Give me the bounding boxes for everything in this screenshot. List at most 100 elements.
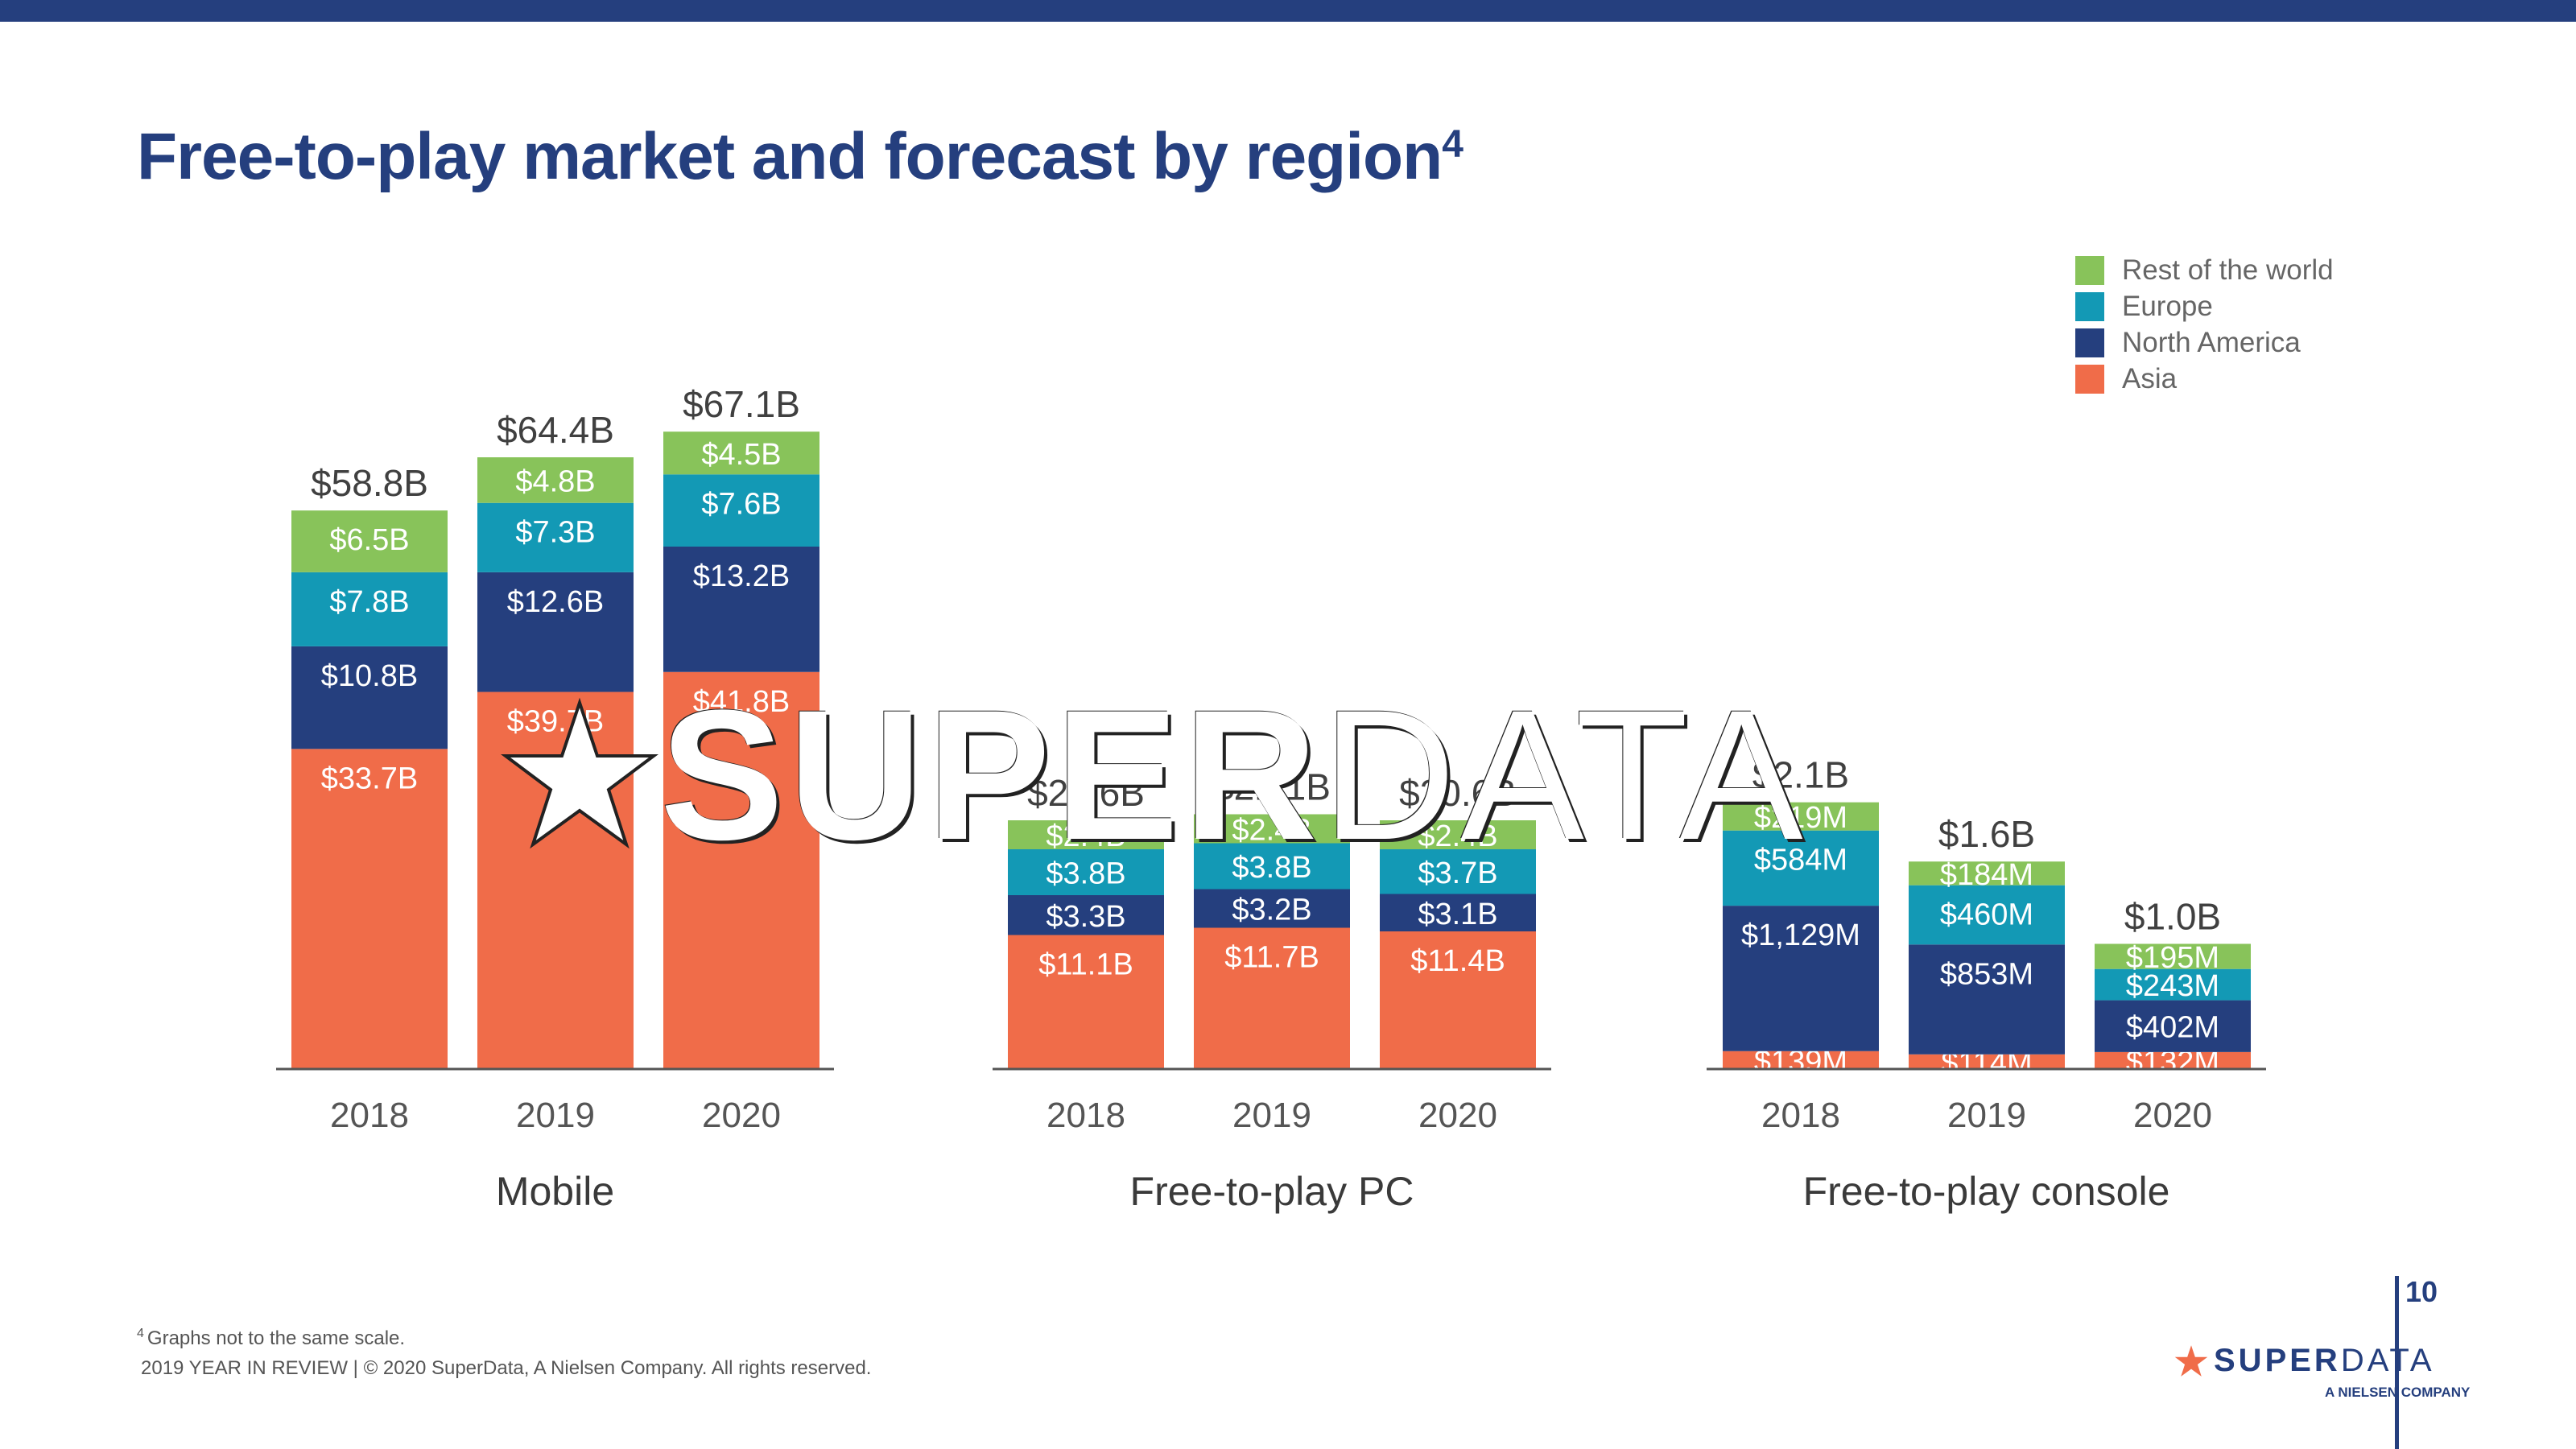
bar-segment-free-to-play-console-north-america-2019 (1909, 944, 2065, 1055)
bar-segment-free-to-play-console-asia-2019 (1909, 1054, 2065, 1069)
bar-segment-free-to-play-pc-rest-of-the-world-2018 (1008, 820, 1164, 849)
data-label: $3.8B (1046, 857, 1125, 891)
logo-subtitle: A NIELSEN COMPANY (2325, 1385, 2471, 1400)
bar-segment-mobile-north-america-2018 (291, 646, 448, 749)
bar-total-label: $2.1B (1752, 754, 1849, 796)
data-label: $184M (1940, 858, 2033, 892)
data-label: $11.4B (1410, 944, 1505, 978)
chart-title: Free-to-play PC (1130, 1169, 1414, 1214)
chart-title: Free-to-play console (1803, 1169, 2170, 1214)
data-label: $460M (1940, 898, 2033, 932)
legend: Rest of the world Europe North America A… (2075, 252, 2334, 397)
logo-text: SUPERDATA (2214, 1343, 2435, 1378)
data-label: $4.8B (515, 464, 595, 498)
bar-segment-free-to-play-pc-asia-2019 (1194, 927, 1350, 1069)
bar-segment-free-to-play-console-asia-2018 (1723, 1051, 1879, 1069)
star-icon (2174, 1344, 2208, 1377)
data-label: $402M (2126, 1011, 2219, 1045)
bar-segment-mobile-asia-2020 (663, 671, 819, 1069)
data-label: $4.5B (701, 438, 781, 472)
data-label: $3.8B (1232, 851, 1311, 885)
legend-label: North America (2122, 326, 2301, 358)
legend-label: Asia (2122, 362, 2178, 394)
top-accent-bar (0, 0, 2576, 22)
data-label: $2.4B (1418, 819, 1497, 853)
footnote: 4 Graphs not to the same scale. (137, 1327, 406, 1349)
bar-segment-free-to-play-console-europe-2020 (2095, 968, 2251, 1001)
legend-item-europe: Europe (2075, 288, 2334, 324)
bar-segment-free-to-play-pc-asia-2020 (1380, 931, 1536, 1069)
bar-total-label: $1.0B (2124, 895, 2221, 937)
x-tick-label: 2019 (516, 1096, 595, 1135)
data-label: $219M (1754, 801, 1847, 835)
bar-segment-free-to-play-pc-rest-of-the-world-2019 (1194, 814, 1350, 844)
bar-segment-free-to-play-pc-europe-2018 (1008, 849, 1164, 895)
data-label: $2.4B (1232, 814, 1311, 848)
bar-segment-free-to-play-pc-north-america-2019 (1194, 889, 1350, 928)
data-label: $584M (1754, 844, 1847, 877)
page-title: Free-to-play market and forecast by regi… (137, 119, 1463, 195)
data-label: $6.5B (329, 523, 409, 557)
x-tick-label: 2020 (2133, 1096, 2212, 1135)
x-tick-label: 2018 (330, 1096, 409, 1135)
copyright-line: 2019 YEAR IN REVIEW | © 2020 SuperData, … (141, 1357, 872, 1379)
data-label: $1,129M (1741, 919, 1860, 952)
page-title-text: Free-to-play market and forecast by regi… (137, 120, 1443, 193)
bar-total-label: $21.6B (1027, 772, 1145, 814)
x-tick-label: 2020 (702, 1096, 781, 1135)
bar-segment-free-to-play-console-asia-2020 (2095, 1051, 2251, 1069)
legend-label: Europe (2122, 290, 2213, 322)
bar-segment-free-to-play-console-rest-of-the-world-2019 (1909, 861, 2065, 886)
legend-item-asia: Asia (2075, 361, 2334, 397)
data-label: $7.3B (515, 516, 595, 550)
data-label: $3.7B (1418, 857, 1497, 890)
bar-segment-mobile-rest-of-the-world-2019 (477, 457, 634, 503)
bar-segment-free-to-play-pc-asia-2018 (1008, 935, 1164, 1069)
bar-segment-free-to-play-console-europe-2019 (1909, 885, 2065, 945)
x-tick-label: 2020 (1418, 1096, 1497, 1135)
bar-segment-free-to-play-pc-europe-2019 (1194, 843, 1350, 890)
legend-label: Rest of the world (2122, 254, 2334, 286)
data-label: $195M (2126, 941, 2219, 975)
data-label: $3.1B (1418, 898, 1497, 931)
data-label: $7.6B (701, 487, 781, 521)
page-number-divider (2395, 1276, 2399, 1449)
x-tick-label: 2018 (1046, 1096, 1125, 1135)
bar-segment-free-to-play-pc-north-america-2020 (1380, 894, 1536, 931)
data-label: $243M (2126, 969, 2219, 1003)
data-label: $7.8B (329, 585, 409, 619)
legend-swatch (2075, 328, 2104, 357)
page-number: 10 (2405, 1275, 2438, 1308)
data-label: $2.4B (1046, 819, 1125, 853)
data-label: $41.8B (693, 685, 790, 719)
bar-segment-mobile-europe-2019 (477, 502, 634, 572)
x-tick-label: 2018 (1761, 1096, 1840, 1135)
x-tick-label: 2019 (1947, 1096, 2026, 1135)
bar-total-label: $64.4B (497, 409, 614, 451)
data-label: $3.3B (1046, 900, 1125, 934)
data-label: $853M (1940, 957, 2033, 991)
superdata-logo: SUPERDATA (2174, 1343, 2435, 1379)
legend-item-rest-of-world: Rest of the world (2075, 252, 2334, 288)
bar-segment-mobile-europe-2018 (291, 572, 448, 646)
bar-total-label: $20.6B (1399, 772, 1517, 814)
data-label: $12.6B (507, 585, 604, 619)
star-icon (501, 697, 658, 848)
legend-swatch (2075, 291, 2104, 321)
superdata-watermark: SUPERDATA (499, 668, 1808, 881)
bar-segment-mobile-europe-2020 (663, 474, 819, 547)
bar-segment-mobile-rest-of-the-world-2020 (663, 431, 819, 475)
bar-segment-free-to-play-console-europe-2018 (1723, 830, 1879, 906)
bar-segment-free-to-play-pc-europe-2020 (1380, 849, 1536, 894)
bar-total-label: $21.1B (1213, 766, 1331, 808)
data-label: $10.8B (321, 659, 418, 693)
bar-total-label: $1.6B (1938, 813, 2035, 855)
legend-swatch (2075, 255, 2104, 285)
data-label: $13.2B (693, 559, 790, 593)
bar-segment-free-to-play-console-rest-of-the-world-2020 (2095, 943, 2251, 969)
chart-title: Mobile (496, 1169, 614, 1214)
bar-segment-mobile-north-america-2019 (477, 572, 634, 692)
bar-segment-free-to-play-console-north-america-2020 (2095, 1000, 2251, 1052)
bar-segment-free-to-play-pc-rest-of-the-world-2020 (1380, 820, 1536, 849)
